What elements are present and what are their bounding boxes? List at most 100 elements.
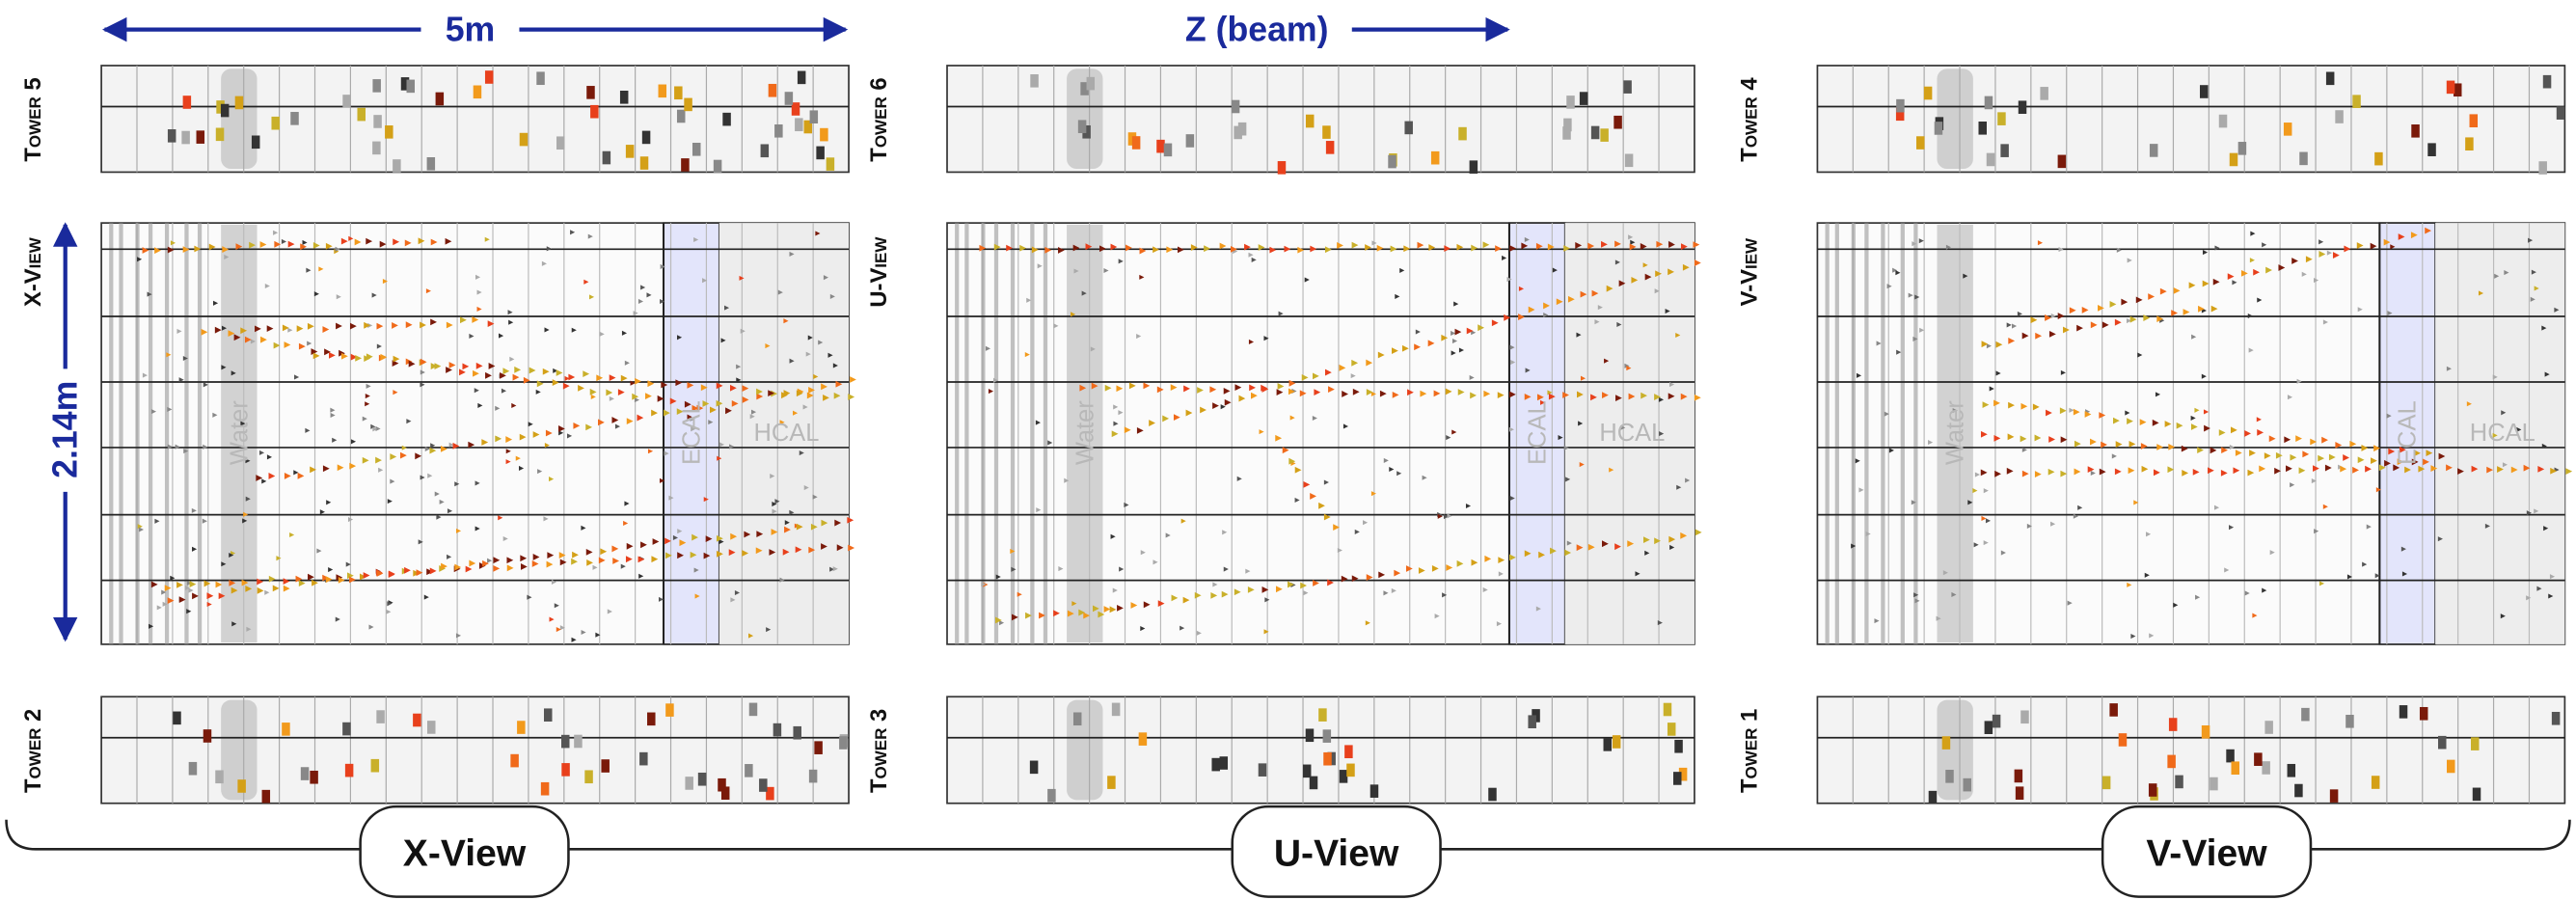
hit — [1675, 332, 1681, 339]
hit — [2296, 378, 2302, 384]
hit — [161, 589, 167, 595]
hit — [748, 633, 754, 639]
water-band — [1067, 699, 1103, 801]
track-hit — [665, 552, 672, 559]
track-hit — [349, 462, 357, 470]
hit — [2357, 307, 2363, 313]
hit — [1874, 618, 1880, 624]
hit — [156, 605, 162, 611]
hit — [1354, 529, 1360, 534]
track-hit — [420, 321, 426, 329]
track-hit — [1428, 244, 1436, 251]
track-hit — [1602, 540, 1609, 548]
hit — [266, 454, 273, 460]
tower-hit — [639, 156, 649, 170]
track-hit — [1495, 245, 1502, 253]
hit — [365, 393, 370, 399]
hit — [1248, 339, 1255, 344]
track-hit — [1366, 574, 1373, 581]
hit — [2127, 258, 2132, 263]
track-hit — [2084, 411, 2092, 418]
track-hit — [430, 238, 438, 246]
track-hit — [2264, 452, 2271, 459]
hit — [1892, 267, 1898, 273]
tower-hit — [2465, 137, 2474, 151]
hit — [1251, 257, 1257, 262]
hit — [789, 251, 795, 257]
hit — [772, 508, 777, 514]
track-hit — [2035, 332, 2043, 340]
track-hit — [1210, 592, 1218, 599]
track-hit — [1547, 243, 1555, 251]
track-hit — [2410, 232, 2418, 239]
tower-hit — [625, 145, 635, 158]
tower-hit — [2472, 787, 2481, 802]
track-hit — [1509, 554, 1516, 561]
hit — [206, 601, 212, 608]
track-hit — [571, 558, 578, 565]
hit — [2492, 432, 2498, 438]
track-hit — [255, 325, 261, 333]
track-hit — [2393, 464, 2400, 472]
hit — [2287, 395, 2293, 400]
hit — [1110, 533, 1116, 539]
hit — [766, 627, 772, 633]
track-hit — [420, 358, 427, 366]
tower-hit — [745, 764, 753, 777]
track-hit — [393, 238, 400, 246]
track-hit — [2352, 466, 2359, 474]
hit — [2262, 242, 2267, 248]
hit — [2322, 319, 2329, 325]
hit — [595, 632, 601, 638]
hit — [1010, 548, 1016, 555]
track-hit — [637, 414, 644, 422]
water-band — [1937, 224, 1973, 643]
track-hit — [729, 384, 737, 392]
tower-hit — [2551, 711, 2561, 725]
track-hit — [1288, 388, 1295, 395]
track-hit — [167, 246, 175, 254]
track-hit — [445, 237, 452, 245]
track-hit — [2235, 450, 2242, 456]
track-hit — [322, 326, 330, 333]
hit — [1945, 244, 1952, 250]
hit — [541, 260, 547, 266]
track-hit — [167, 597, 175, 605]
track-hit — [756, 531, 764, 537]
tower-hit — [602, 150, 611, 165]
track-hit — [1420, 390, 1427, 397]
track-hit — [1328, 386, 1335, 394]
track-hit — [585, 423, 593, 431]
track-hit — [768, 390, 775, 397]
hit — [1113, 404, 1119, 410]
track-hit — [657, 395, 664, 402]
tower-hit — [1309, 776, 1318, 790]
track-hit — [728, 549, 736, 557]
hit — [624, 360, 630, 366]
ecal-band — [663, 222, 720, 645]
track-hit — [1116, 385, 1124, 393]
track-hit — [2324, 464, 2332, 472]
hit — [1685, 477, 1691, 483]
track-hit — [2127, 418, 2133, 424]
hit — [1370, 391, 1376, 396]
tower-hit — [2040, 87, 2048, 100]
track-hit — [717, 534, 723, 542]
hit — [184, 585, 190, 591]
hit — [1626, 366, 1632, 371]
track-hit — [2257, 429, 2264, 436]
track-hit — [2371, 457, 2377, 465]
hit — [564, 375, 570, 381]
track-hit — [257, 578, 264, 586]
track-hit — [1162, 415, 1170, 423]
hit — [750, 409, 757, 415]
track-hit — [2356, 242, 2364, 249]
track-hit — [355, 354, 363, 362]
track-hit — [1454, 328, 1462, 336]
track-hit — [598, 557, 606, 564]
track-hit — [2565, 468, 2573, 475]
hit — [2000, 550, 2006, 556]
track-hit — [376, 570, 384, 577]
track-hit — [635, 377, 641, 385]
